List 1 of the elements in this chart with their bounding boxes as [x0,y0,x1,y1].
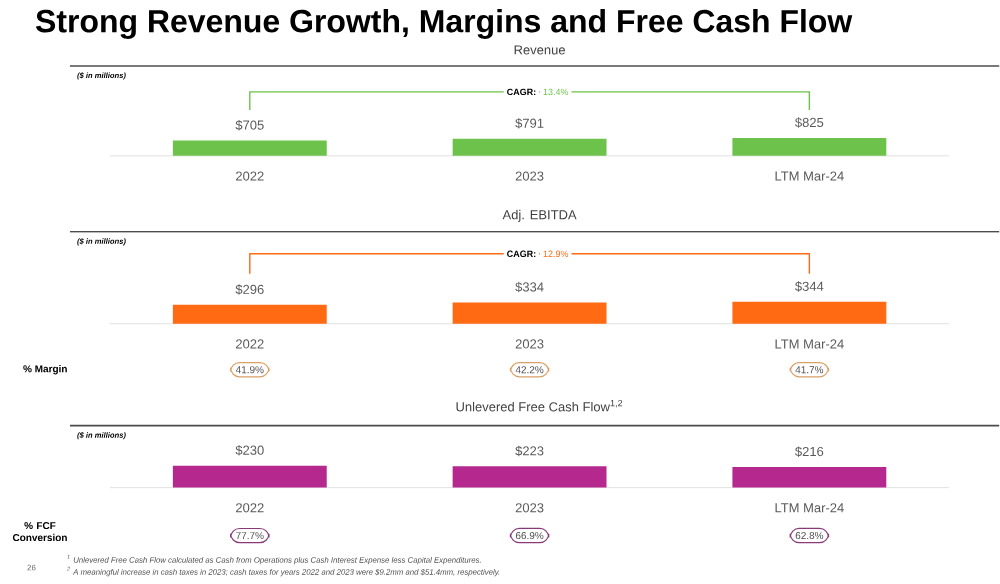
chart-title: Strong Revenue Growth, Margins and Free Cash Flow [35,9,853,40]
